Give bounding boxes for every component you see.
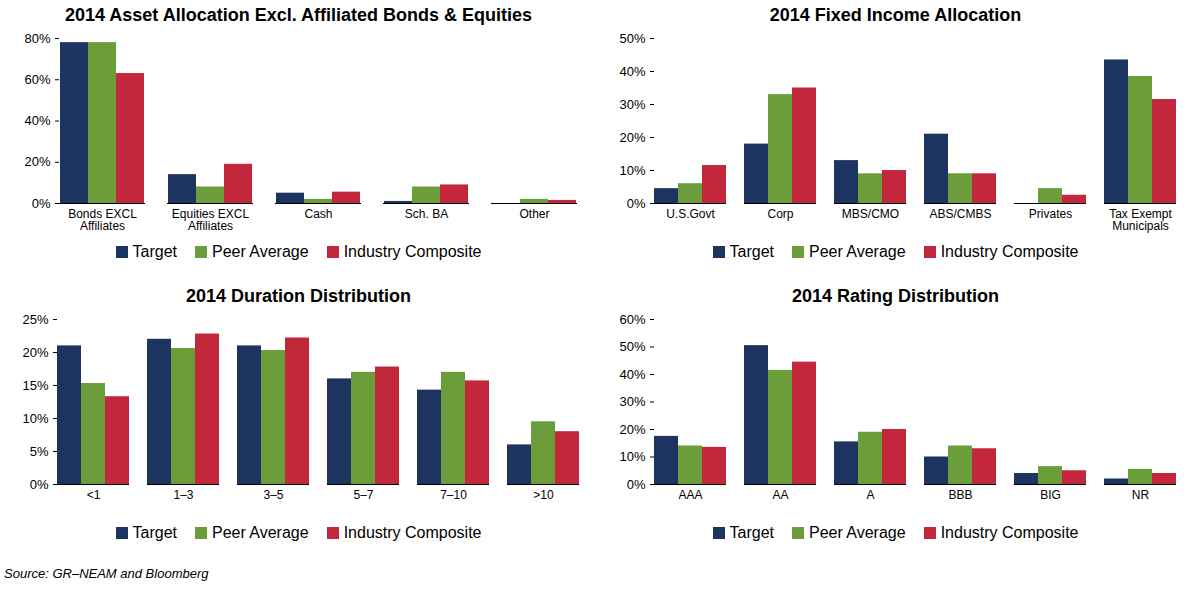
html-text:Peer Average: Peer Average <box>212 524 309 541</box>
svg-text:ABS/CMBS: ABS/CMBS <box>929 207 991 221</box>
html-text:2014 Asset Allocation Excl. Af: 2014 Asset Allocation Excl. Affiliated B… <box>64 5 533 25</box>
svg-text:10%: 10% <box>22 411 48 426</box>
html-text:Industry Composite: Industry Composite <box>343 524 482 541</box>
svg-text:AAA: AAA <box>678 488 702 502</box>
svg-text:AA: AA <box>772 488 788 502</box>
svg-text:Sch. BA: Sch. BA <box>404 207 447 221</box>
svg-text:Other: Other <box>519 207 549 221</box>
svg-text:15%: 15% <box>22 378 48 393</box>
svg-text:0%: 0% <box>29 477 48 492</box>
svg-text:Privates: Privates <box>1028 207 1071 221</box>
svg-text:Tax ExemptMunicipals: Tax ExemptMunicipals <box>1109 207 1172 233</box>
svg-text:Bonds EXCLAffiliates: Bonds EXCLAffiliates <box>68 207 137 233</box>
svg-text:1–3: 1–3 <box>173 488 193 502</box>
html-text:Target: Target <box>729 243 774 260</box>
svg-text:BBB: BBB <box>948 488 972 502</box>
html-text:2014 Duration Distribution: 2014 Duration Distribution <box>186 286 411 306</box>
svg-text:<1: <1 <box>86 488 100 502</box>
html-text:2014 Rating Distribution: 2014 Rating Distribution <box>792 286 999 306</box>
html-text:2014 Fixed Income Allocation: 2014 Fixed Income Allocation <box>769 5 1022 25</box>
svg-text:Corp: Corp <box>767 207 793 221</box>
svg-text:80%: 80% <box>24 31 50 46</box>
svg-text:10%: 10% <box>619 163 645 178</box>
svg-text:7–10: 7–10 <box>440 488 467 502</box>
svg-text:5–7: 5–7 <box>353 488 373 502</box>
svg-text:20%: 20% <box>619 130 645 145</box>
svg-text:Equities EXCLAffiliates: Equities EXCLAffiliates <box>171 207 249 233</box>
svg-text:60%: 60% <box>24 72 50 87</box>
html-text:Target: Target <box>132 524 177 541</box>
svg-text:20%: 20% <box>24 154 50 169</box>
svg-text:0%: 0% <box>626 196 645 211</box>
svg-text:60%: 60% <box>619 312 645 327</box>
svg-text:25%: 25% <box>22 312 48 327</box>
svg-text:0%: 0% <box>626 477 645 492</box>
svg-text:40%: 40% <box>619 64 645 79</box>
svg-text:40%: 40% <box>24 113 50 128</box>
svg-text:0%: 0% <box>31 196 50 211</box>
html-text:Industry Composite: Industry Composite <box>940 524 1079 541</box>
svg-text:20%: 20% <box>22 345 48 360</box>
html-text:Peer Average: Peer Average <box>809 243 906 260</box>
svg-text:40%: 40% <box>619 367 645 382</box>
svg-text:NR: NR <box>1131 488 1149 502</box>
html-text:Peer Average: Peer Average <box>809 524 906 541</box>
svg-text:A: A <box>866 488 874 502</box>
svg-text:Cash: Cash <box>304 207 332 221</box>
svg-text:BIG: BIG <box>1040 488 1061 502</box>
svg-text:50%: 50% <box>619 31 645 46</box>
svg-text:U.S.Govt: U.S.Govt <box>666 207 715 221</box>
svg-text:3–5: 3–5 <box>263 488 283 502</box>
svg-text:MBS/CMO: MBS/CMO <box>841 207 898 221</box>
html-text:Source: GR–NEAM and Bloomberg: Source: GR–NEAM and Bloomberg <box>4 566 209 581</box>
html-text:Industry Composite: Industry Composite <box>343 243 482 260</box>
svg-text:10%: 10% <box>619 449 645 464</box>
html-text:Industry Composite: Industry Composite <box>940 243 1079 260</box>
svg-text:5%: 5% <box>29 444 48 459</box>
svg-text:30%: 30% <box>619 394 645 409</box>
html-text:Peer Average: Peer Average <box>212 243 309 260</box>
html-text:Target: Target <box>132 243 177 260</box>
svg-text:30%: 30% <box>619 97 645 112</box>
svg-text:>10: >10 <box>533 488 554 502</box>
svg-text:50%: 50% <box>619 339 645 354</box>
svg-text:20%: 20% <box>619 422 645 437</box>
html-text:Target: Target <box>729 524 774 541</box>
